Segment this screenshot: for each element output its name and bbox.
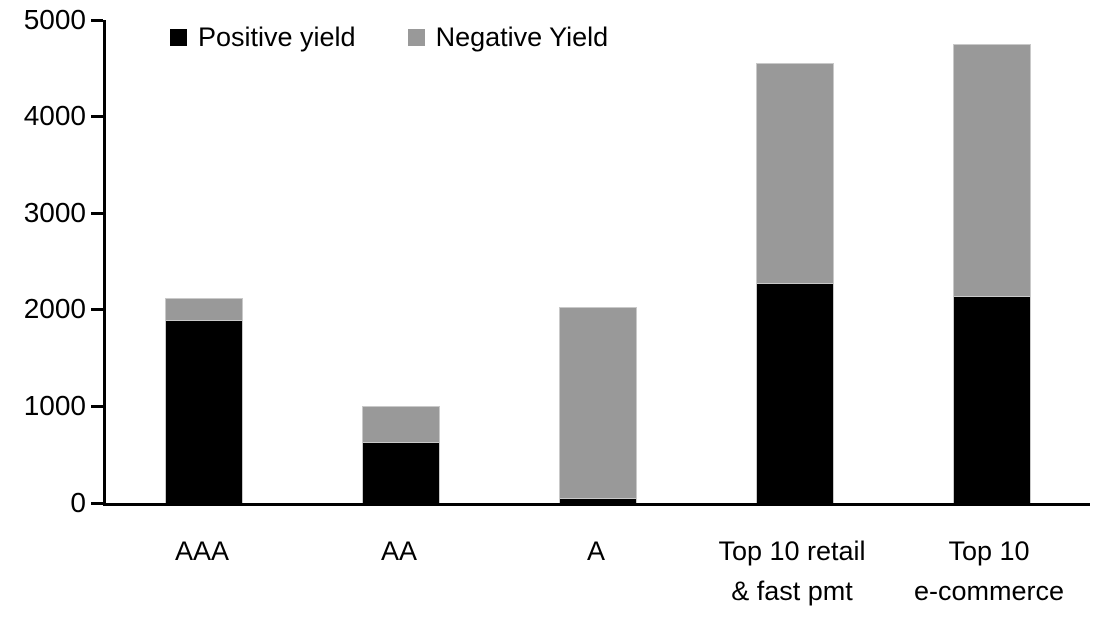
- y-axis-tick-5000: [91, 18, 103, 22]
- legend-item-positive-yield: Positive yield: [170, 22, 356, 53]
- y-tick-label-0: 0: [70, 487, 86, 518]
- legend-label-negative-yield: Negative Yield: [435, 22, 609, 52]
- x-category-label-aaa: AAA: [174, 536, 230, 566]
- bar-segment-positive-yield: [952, 296, 1031, 503]
- bar-segment-positive-yield: [362, 442, 441, 503]
- bar-segment-positive-yield: [755, 282, 834, 503]
- bar-segment-positive-yield: [559, 498, 637, 503]
- y-axis-tick-2000: [91, 308, 103, 312]
- y-tick-label-3000: 3000: [23, 197, 86, 228]
- y-axis-tick-4000: [91, 115, 103, 119]
- x-category-label-a: A: [586, 536, 605, 566]
- legend-item-negative-yield: Negative Yield: [407, 22, 609, 53]
- bar-segment-negative-yield: [559, 306, 637, 499]
- x-category-label-top10-retail: Top 10 retail & fast pmt: [718, 536, 866, 606]
- bar-segment-negative-yield: [362, 406, 441, 443]
- y-axis-tick-3000: [91, 211, 103, 215]
- y-tick-label-2000: 2000: [23, 293, 86, 324]
- legend: Positive yield Negative Yield: [170, 22, 608, 53]
- legend-label-positive-yield: Positive yield: [198, 22, 356, 52]
- bar-segment-negative-yield: [755, 62, 834, 283]
- negative-yield-swatch-icon: [407, 29, 425, 46]
- positive-yield-swatch-icon: [170, 29, 187, 46]
- y-tick-label-4000: 4000: [23, 100, 86, 131]
- y-axis-tick-1000: [91, 404, 103, 408]
- y-tick-label-5000: 5000: [23, 4, 86, 35]
- bar-segment-negative-yield: [952, 44, 1031, 297]
- x-category-label-top10-ecommerce: Top 10 e-commerce: [913, 536, 1065, 606]
- y-tick-label-1000: 1000: [23, 390, 86, 421]
- y-axis-tick-0: [91, 501, 103, 505]
- plot-area: [91, 18, 1090, 506]
- bar-segment-negative-yield: [165, 298, 244, 321]
- x-category-label-aa: AA: [380, 536, 418, 566]
- bar-segment-positive-yield: [165, 320, 244, 503]
